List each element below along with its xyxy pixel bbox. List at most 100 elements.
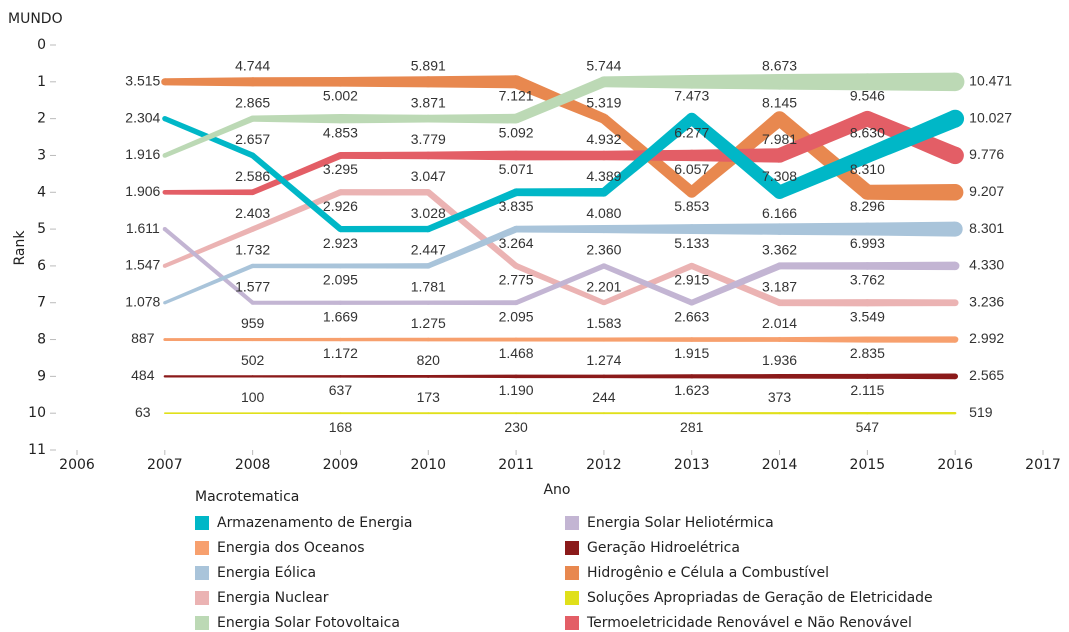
line-segment: [428, 75, 517, 89]
line-segment: [164, 189, 253, 196]
point: [945, 72, 965, 92]
y-tick-label: 7: [37, 295, 46, 311]
line-segment: [340, 412, 429, 415]
point: [772, 185, 787, 199]
data-label: 2.865: [235, 94, 270, 110]
data-label: 4.330: [969, 257, 1004, 273]
line-segment: [690, 262, 781, 306]
point: [772, 148, 787, 163]
line-segment: [426, 189, 519, 269]
legend-swatch: [565, 516, 579, 530]
point: [599, 225, 608, 234]
data-label: 4.389: [586, 168, 621, 184]
point: [161, 78, 169, 86]
y-tick-label: 1: [37, 74, 46, 90]
point: [777, 374, 782, 379]
line-segment: [867, 184, 956, 201]
point: [951, 299, 959, 307]
data-label: 281: [680, 419, 704, 435]
point: [337, 152, 344, 159]
line-segment: [428, 374, 517, 379]
legend-title: Macrotematica: [195, 489, 299, 505]
point: [950, 261, 960, 271]
line-segment: [340, 151, 429, 160]
point: [162, 189, 168, 195]
point: [426, 337, 431, 342]
point: [688, 299, 695, 306]
line-segment: [514, 76, 607, 124]
data-label: 5.319: [586, 94, 621, 110]
x-tick-label: 2010: [410, 457, 446, 473]
line-segment: [164, 263, 254, 305]
line-segment: [340, 300, 429, 305]
data-label: 3.779: [411, 131, 446, 147]
data-label: 1.623: [674, 382, 709, 398]
data-label: 7.308: [762, 168, 797, 184]
data-label: 637: [329, 382, 353, 398]
line-segment: [867, 221, 956, 237]
data-label: 5.002: [323, 88, 358, 104]
data-label: 1.906: [125, 183, 160, 199]
data-label: 373: [768, 389, 792, 405]
point: [338, 263, 343, 269]
data-label: 10.471: [969, 73, 1012, 89]
x-tick-label: 2017: [1025, 457, 1061, 473]
data-label: 2.304: [125, 109, 160, 125]
data-label: 2.447: [411, 242, 446, 258]
point: [689, 337, 695, 342]
data-label: 3.835: [499, 198, 534, 214]
data-label: 547: [856, 419, 880, 435]
point: [335, 113, 346, 124]
point: [338, 300, 343, 305]
data-label: 8.145: [762, 94, 797, 110]
line-segment: [867, 261, 956, 271]
line-segment: [340, 189, 429, 196]
line-segment: [867, 336, 956, 343]
data-label: 3.236: [969, 293, 1004, 309]
line-segment: [867, 373, 956, 380]
point: [163, 375, 166, 378]
point: [426, 374, 430, 378]
point: [952, 373, 959, 380]
line-segment: [691, 374, 780, 379]
data-label: 4.853: [323, 124, 358, 140]
line-segment: [601, 114, 696, 196]
data-label: 2.923: [323, 235, 358, 251]
point: [859, 184, 875, 200]
data-label: 2.403: [235, 205, 270, 221]
point: [778, 412, 781, 415]
line-segment: [163, 227, 254, 305]
point: [512, 225, 520, 233]
legend-label: Energia Solar Heliotérmica: [587, 515, 774, 531]
data-label: 3.264: [499, 235, 534, 251]
point: [864, 336, 871, 343]
point: [162, 153, 168, 158]
point: [249, 152, 256, 159]
data-label: 168: [329, 419, 353, 435]
legend-swatch: [195, 591, 209, 605]
line-segment: [515, 263, 605, 305]
line-segment: [603, 412, 692, 415]
point: [335, 77, 346, 87]
line-segment: [779, 222, 868, 236]
data-label: 5.853: [674, 198, 709, 214]
point: [162, 227, 167, 232]
data-label: 1.915: [674, 345, 709, 361]
point: [952, 336, 959, 343]
data-label: 502: [241, 352, 265, 368]
point: [776, 262, 784, 270]
x-tick-label: 2011: [498, 457, 534, 473]
data-label: 9.776: [969, 146, 1004, 162]
legend-label: Hidrogênio e Célula a Combustível: [587, 565, 829, 581]
data-label: 4.932: [586, 131, 621, 147]
point: [860, 222, 874, 236]
legend-swatch: [565, 541, 579, 555]
line-segment: [516, 337, 604, 342]
data-label: 2.095: [323, 272, 358, 288]
data-label: 2.663: [674, 308, 709, 324]
data-label: 1.078: [125, 293, 160, 309]
line-segment: [252, 300, 341, 305]
data-label: 484: [131, 367, 155, 383]
data-label: 5.891: [411, 58, 446, 74]
y-tick-label: 3: [37, 147, 46, 163]
